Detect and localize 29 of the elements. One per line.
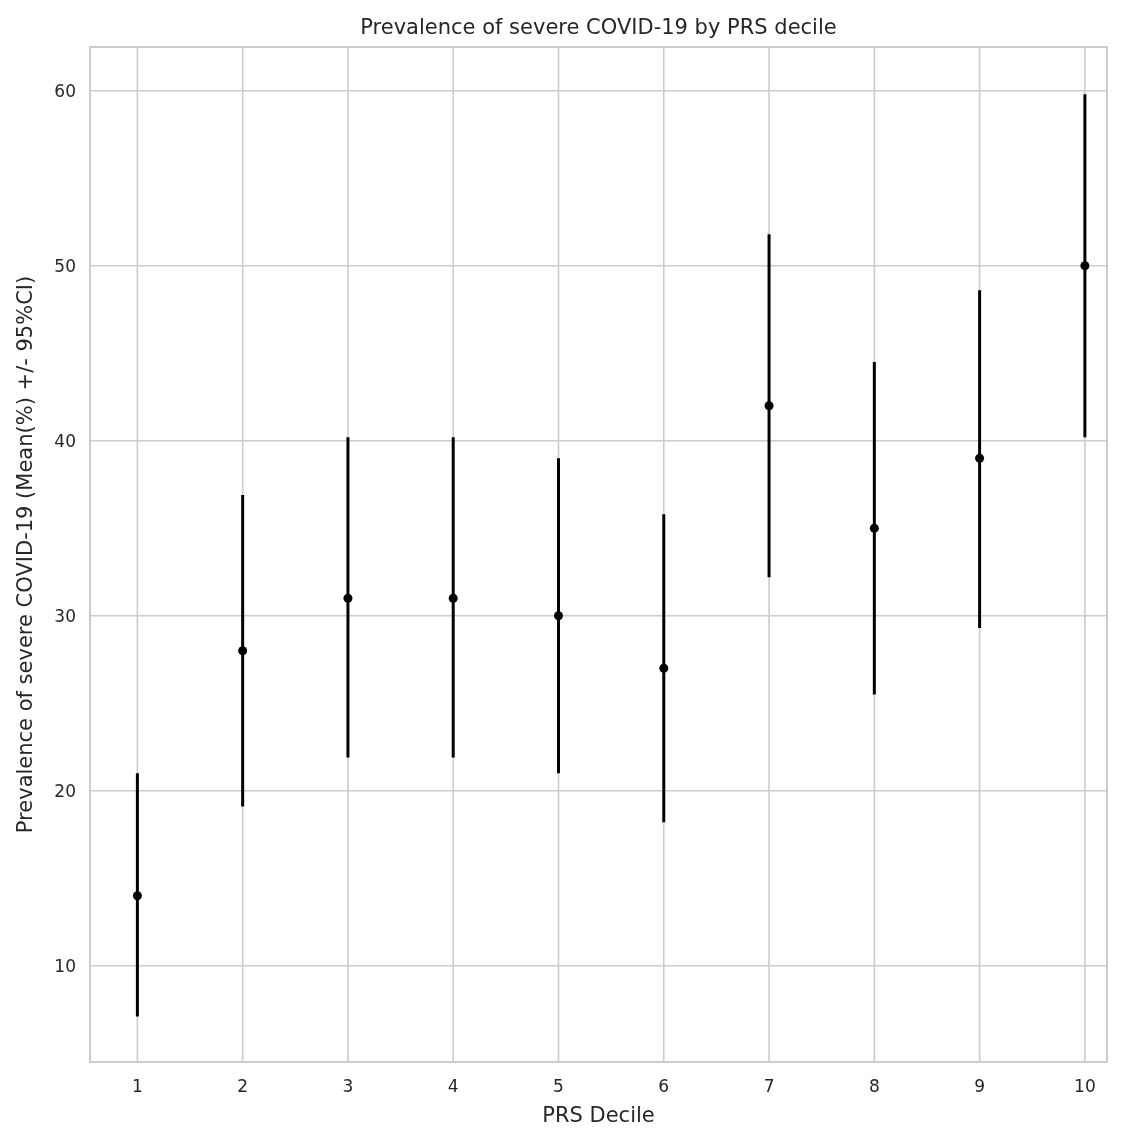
x-tick-label: 7 <box>763 1076 775 1096</box>
y-axis-title: Prevalence of severe COVID-19 (Mean(%) +/- 95%CI) <box>13 275 37 834</box>
point <box>132 891 142 901</box>
point <box>659 663 669 673</box>
y-tick-label: 60 <box>54 80 76 101</box>
point <box>343 593 353 603</box>
x-tick-label: 5 <box>553 1076 564 1096</box>
y-tick-label: 20 <box>54 780 76 801</box>
x-tick-label: 9 <box>974 1076 986 1096</box>
y-tick-label: 30 <box>54 605 76 626</box>
point <box>869 523 879 533</box>
y-tick-label: 10 <box>54 955 76 976</box>
x-axis-title: PRS Decile <box>542 1103 655 1127</box>
y-tick-label: 50 <box>54 255 76 276</box>
x-tick-label: 4 <box>447 1076 459 1096</box>
point <box>975 453 985 463</box>
x-tick-label: 10 <box>1074 1076 1096 1096</box>
point <box>553 611 563 621</box>
chart-title: Prevalence of severe COVID-19 by PRS decile <box>360 15 837 39</box>
point <box>764 401 774 411</box>
y-tick-label: 40 <box>54 430 76 451</box>
point <box>238 646 248 656</box>
x-tick-label: 8 <box>868 1076 880 1096</box>
x-tick-label: 1 <box>131 1076 143 1096</box>
x-tick-label: 2 <box>237 1076 249 1096</box>
point <box>1080 261 1090 271</box>
x-tick-label: 6 <box>658 1076 670 1096</box>
x-tick-label: 3 <box>342 1076 354 1096</box>
point <box>448 593 458 603</box>
